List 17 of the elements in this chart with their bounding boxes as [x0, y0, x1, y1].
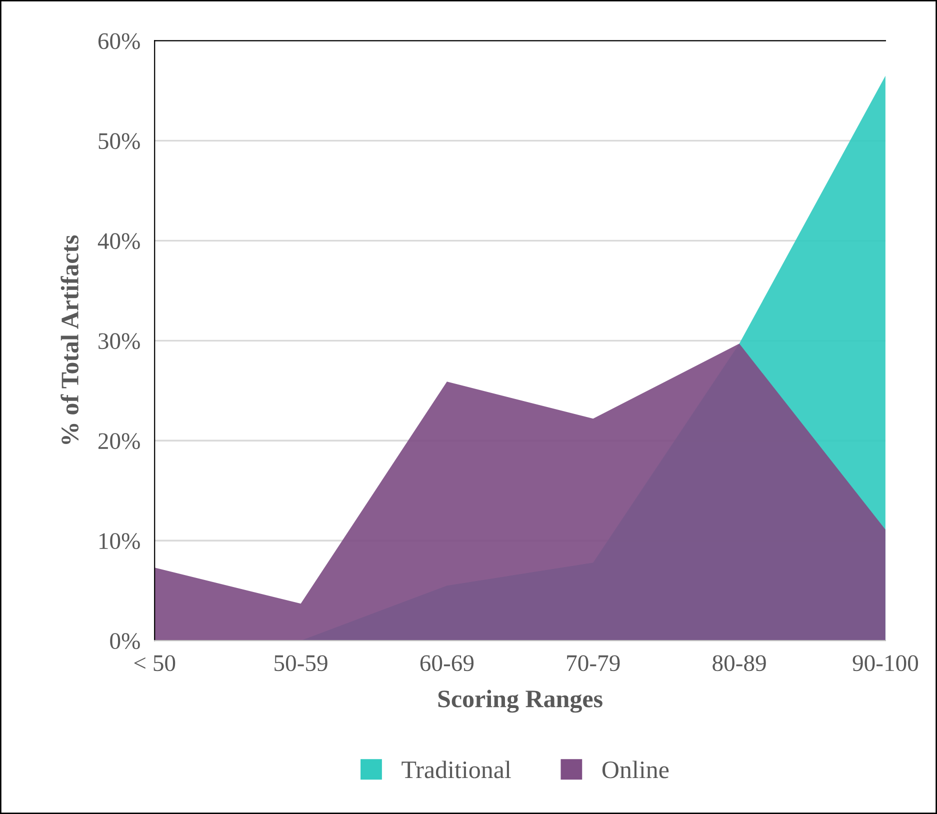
x-tick-label: 80-89	[712, 655, 766, 672]
y-tick-label: 0%	[110, 633, 140, 650]
x-axis-title: Scoring Ranges	[438, 690, 602, 713]
x-tick-label: 50-59	[274, 655, 328, 672]
y-axis-title: % of Total Artifacts	[60, 235, 79, 444]
legend-label: Online	[602, 760, 669, 778]
y-tick-label: 30%	[98, 333, 140, 350]
x-tick-label: 70-79	[567, 655, 620, 672]
legend-label: Traditional	[402, 760, 511, 778]
y-tick-label: 60%	[98, 33, 140, 50]
y-tick-label: 10%	[100, 533, 140, 550]
y-tick-label: 50%	[98, 133, 140, 150]
y-tick-label: 20%	[98, 433, 140, 450]
x-tick-label: < 50	[134, 655, 176, 672]
y-tick-label: 40%	[98, 233, 140, 250]
x-tick-label: 90-100	[852, 655, 918, 672]
x-tick-label: 60-69	[420, 655, 474, 672]
